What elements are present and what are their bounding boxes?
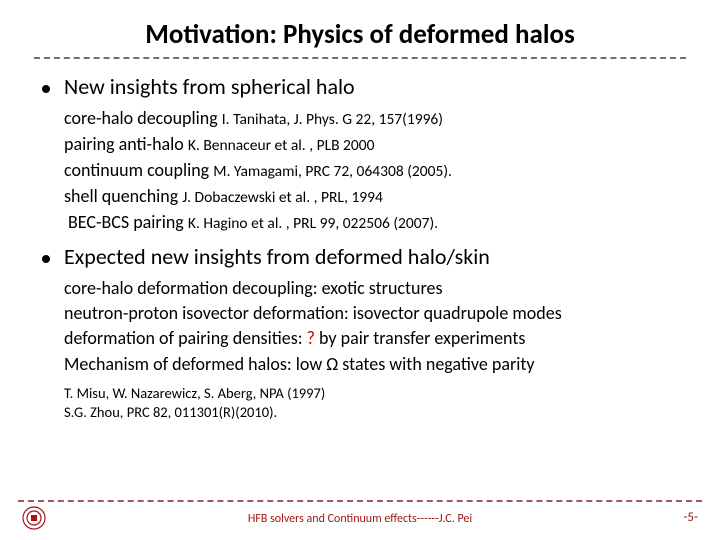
- sub-term: pairing anti-halo: [64, 133, 184, 155]
- sub-line-red: ?: [307, 327, 315, 349]
- sub-line-pre: deformation of pairing densities:: [64, 327, 307, 349]
- sub-ref: K. Bennaceur et al. , PLB 2000: [188, 136, 375, 155]
- content-area: New insights from spherical halo core-ha…: [34, 69, 686, 540]
- sub-item: pairing anti-halo K. Bennaceur et al. , …: [64, 132, 686, 157]
- references: T. Misu, W. Nazarewicz, S. Aberg, NPA (1…: [42, 384, 686, 423]
- bullet-icon: [42, 85, 50, 93]
- bullet-1: New insights from spherical halo: [42, 73, 686, 100]
- sub-line: Mechanism of deformed halos: low Ω state…: [64, 352, 686, 376]
- bullet-icon: [42, 255, 50, 263]
- bullet-2-sublist: core-halo deformation decoupling: exotic…: [42, 276, 686, 376]
- university-logo-icon: [22, 506, 46, 530]
- bullet-1-sublist: core-halo decoupling I. Tanihata, J. Phy…: [42, 106, 686, 235]
- sub-term: shell quenching: [64, 185, 178, 207]
- sub-line: deformation of pairing densities: ? by p…: [64, 326, 686, 350]
- sub-line: core-halo deformation decoupling: exotic…: [64, 276, 686, 300]
- sub-term: core-halo decoupling: [64, 107, 218, 129]
- sub-item: continuum coupling M. Yamagami, PRC 72, …: [64, 158, 686, 183]
- sub-line-post: by pair transfer experiments: [315, 327, 525, 349]
- slide: Motivation: Physics of deformed halos Ne…: [0, 0, 720, 540]
- bullet-2-text: Expected new insights from deformed halo…: [64, 243, 490, 270]
- page-number: -5-: [683, 510, 698, 525]
- reference-line: S.G. Zhou, PRC 82, 011301(R)(2010).: [64, 403, 686, 423]
- sub-ref: I. Tanihata, J. Phys. G 22, 157(1996): [222, 110, 443, 129]
- sub-item: BEC-BCS pairing K. Hagino et al. , PRL 9…: [64, 210, 686, 235]
- footer-text: HFB solvers and Continuum effects------J…: [248, 512, 472, 526]
- sub-ref: M. Yamagami, PRC 72, 064308 (2005).: [213, 162, 452, 181]
- sub-ref: K. Hagino et al. , PRL 99, 022506 (2007)…: [188, 214, 438, 233]
- bullet-2: Expected new insights from deformed halo…: [42, 243, 686, 270]
- footer-divider: [18, 500, 702, 502]
- sub-term: continuum coupling: [64, 159, 209, 181]
- sub-item: core-halo decoupling I. Tanihata, J. Phy…: [64, 106, 686, 131]
- sub-term: BEC-BCS pairing: [68, 211, 184, 233]
- sub-item: shell quenching J. Dobaczewski et al. , …: [64, 184, 686, 209]
- sub-ref: J. Dobaczewski et al. , PRL, 1994: [182, 188, 383, 207]
- reference-line: T. Misu, W. Nazarewicz, S. Aberg, NPA (1…: [64, 384, 686, 404]
- slide-title: Motivation: Physics of deformed halos: [34, 18, 686, 51]
- sub-line: neutron-proton isovector deformation: is…: [64, 301, 686, 325]
- footer-bar: HFB solvers and Continuum effects------J…: [18, 508, 702, 530]
- title-divider: [34, 57, 686, 59]
- bullet-1-text: New insights from spherical halo: [64, 73, 355, 100]
- footer: HFB solvers and Continuum effects------J…: [0, 500, 720, 530]
